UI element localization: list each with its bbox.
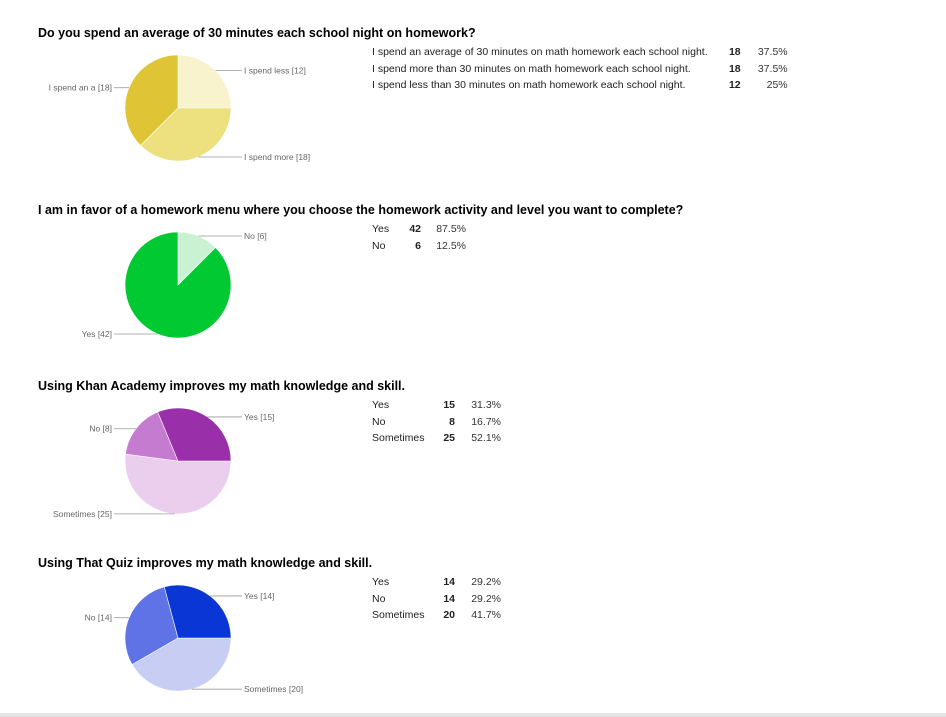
- slice-label: I spend more [18]: [244, 152, 310, 162]
- summary-table: Yes 14 29.2% No 14 29.2% Sometimes 20 41…: [372, 576, 501, 626]
- answer-label: Sometimes: [372, 432, 425, 444]
- answer-label: Yes: [372, 576, 390, 588]
- pie-slice: [125, 411, 179, 462]
- slice-label: I spend an a [18]: [49, 83, 112, 93]
- slice-label: Yes [14]: [244, 591, 274, 601]
- pie-slice: [124, 453, 232, 515]
- answer-count: 14: [443, 576, 455, 588]
- pie-slice: [157, 407, 232, 462]
- summary-row: Yes 15 31.3%: [372, 399, 501, 416]
- page-divider: [0, 713, 946, 717]
- answer-count: 8: [449, 415, 455, 428]
- answer-label: No: [372, 239, 386, 252]
- question-section: Do you spend an average of 30 minutes ea…: [0, 26, 946, 191]
- summary-row: I spend less than 30 minutes on math hom…: [372, 79, 788, 96]
- question-title: Do you spend an average of 30 minutes ea…: [38, 26, 476, 40]
- pie-slice: [140, 107, 232, 162]
- slice-label: No [8]: [89, 424, 112, 434]
- answer-label: Yes: [372, 223, 390, 235]
- answer-percent: 37.5%: [757, 46, 788, 58]
- answer-count: 18: [728, 46, 741, 58]
- summary-row: Sometimes 25 52.1%: [372, 432, 501, 449]
- slice-label: No [14]: [85, 613, 112, 623]
- pie-slice: [124, 586, 179, 665]
- answer-percent: 31.3%: [471, 399, 501, 411]
- slice-label: I spend less [12]: [244, 66, 306, 76]
- answer-percent: 29.2%: [471, 576, 501, 588]
- pie-chart: No [6] Yes [42]: [82, 231, 267, 339]
- answer-percent: 37.5%: [757, 62, 788, 75]
- answer-label: No: [372, 592, 386, 605]
- answer-count: 42: [409, 223, 421, 235]
- answer-count: 25: [443, 432, 455, 444]
- summary-table: I spend an average of 30 minutes on math…: [372, 46, 788, 96]
- question-section: Using Khan Academy improves my math know…: [0, 379, 946, 544]
- question-title: Using That Quiz improves my math knowled…: [38, 556, 373, 570]
- pie-slice: [124, 231, 232, 339]
- answer-percent: 12.5%: [436, 239, 466, 252]
- answer-count: 15: [443, 399, 455, 411]
- slice-label: Yes [15]: [244, 412, 274, 422]
- answer-percent: 29.2%: [471, 592, 501, 605]
- answer-count: 18: [728, 62, 741, 75]
- summary-row: I spend an average of 30 minutes on math…: [372, 46, 788, 63]
- answer-label: Sometimes: [372, 609, 425, 621]
- summary-row: No 14 29.2%: [372, 593, 501, 610]
- summary-table: Yes 15 31.3% No 8 16.7% Sometimes 25 52.…: [372, 399, 501, 449]
- summary-row: No 6 12.5%: [372, 240, 466, 257]
- pie-chart: Sometimes [25] No [8] Yes [15]: [53, 407, 274, 519]
- pie-chart: I spend less [12] I spend more [18] I spen…: [49, 54, 310, 162]
- summary-row: Yes 14 29.2%: [372, 576, 501, 593]
- summary-table: Yes 42 87.5% No 6 12.5%: [372, 223, 466, 256]
- question-title: I am in favor of a homework menu where y…: [38, 203, 684, 217]
- answer-count: 14: [443, 592, 455, 605]
- answer-count: 6: [415, 239, 421, 252]
- question-section: Using That Quiz improves my math knowled…: [0, 556, 946, 713]
- pie-slice: [131, 637, 232, 692]
- pie-chart: Sometimes [20] No [14] Yes [14]: [85, 584, 303, 694]
- answer-label: Yes: [372, 399, 390, 411]
- slice-label: Sometimes [20]: [244, 684, 303, 694]
- answer-count: 12: [728, 79, 741, 91]
- question-title: Using Khan Academy improves my math know…: [38, 379, 405, 393]
- answer-count: 20: [443, 609, 455, 621]
- answer-label: I spend less than 30 minutes on math hom…: [372, 79, 686, 91]
- answer-percent: 87.5%: [436, 223, 466, 235]
- question-section: I am in favor of a homework menu where y…: [0, 203, 946, 368]
- slice-label: Yes [42]: [82, 329, 112, 339]
- summary-row: Sometimes 20 41.7%: [372, 609, 501, 626]
- pie-slice: [177, 54, 232, 109]
- answer-percent: 25%: [766, 79, 788, 91]
- summary-row: I spend more than 30 minutes on math hom…: [372, 63, 788, 80]
- slice-label: No [6]: [244, 231, 267, 241]
- answer-label: No: [372, 415, 386, 428]
- answer-label: I spend more than 30 minutes on math hom…: [372, 62, 691, 75]
- summary-row: Yes 42 87.5%: [372, 223, 466, 240]
- answer-percent: 41.7%: [471, 609, 501, 621]
- slice-label: Sometimes [25]: [53, 509, 112, 519]
- answer-label: I spend an average of 30 minutes on math…: [372, 46, 708, 58]
- answer-percent: 52.1%: [471, 432, 501, 444]
- answer-percent: 16.7%: [471, 415, 501, 428]
- pie-slice: [124, 54, 179, 146]
- summary-row: No 8 16.7%: [372, 416, 501, 433]
- pie-slice: [163, 584, 232, 639]
